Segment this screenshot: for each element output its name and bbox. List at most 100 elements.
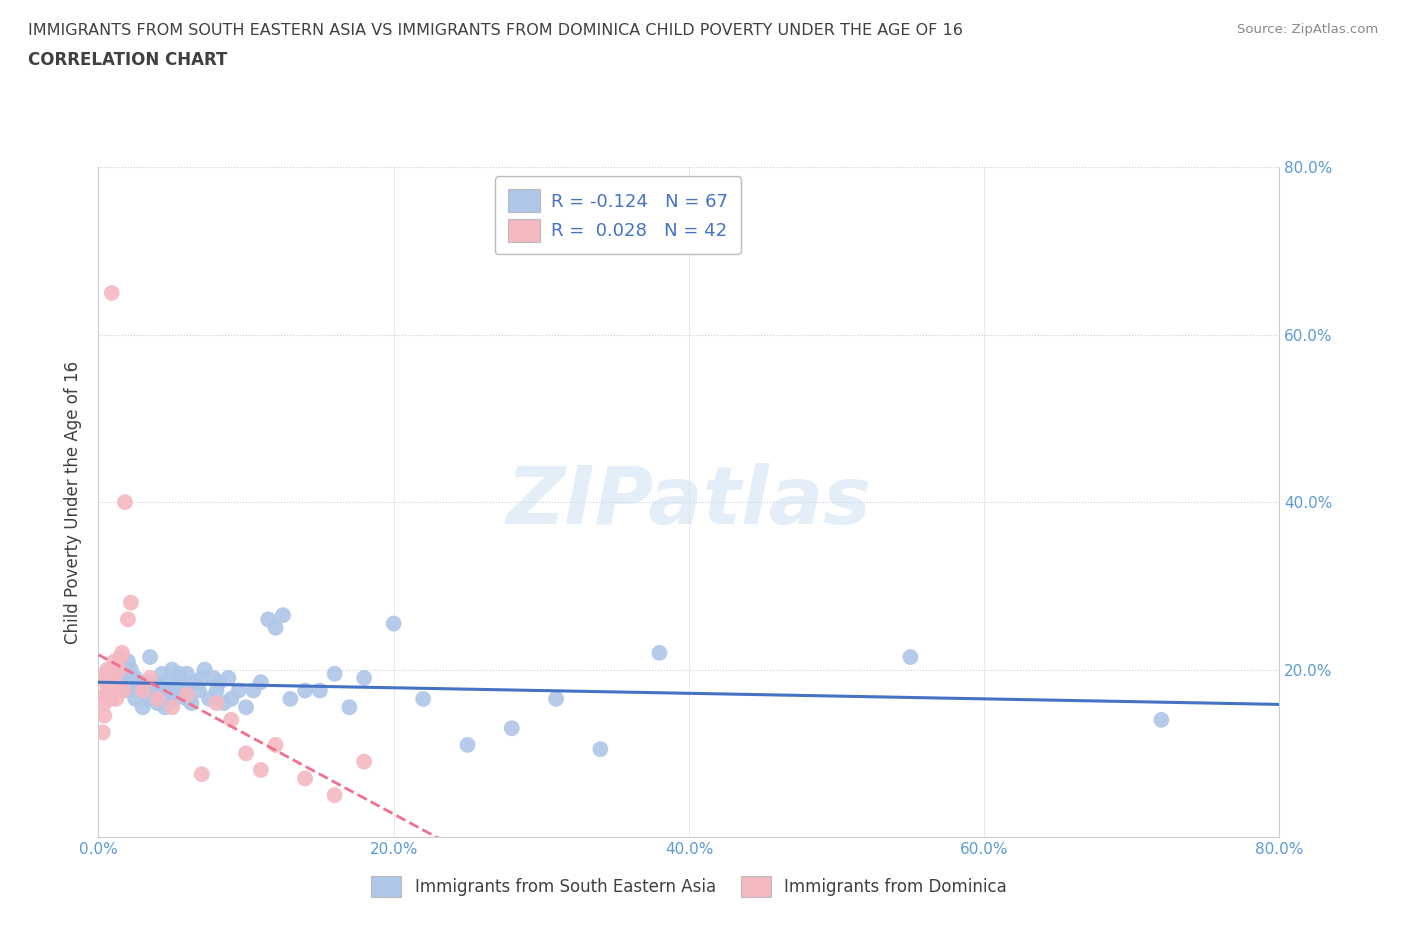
Point	[264, 620, 287, 635]
Point	[353, 671, 375, 685]
Point	[135, 675, 157, 690]
Point	[217, 671, 239, 685]
Point	[294, 771, 316, 786]
Point	[120, 595, 142, 610]
Point	[103, 684, 125, 698]
Point	[323, 667, 346, 682]
Point	[242, 684, 264, 698]
Point	[162, 700, 183, 715]
Point	[257, 612, 280, 627]
Point	[202, 671, 225, 685]
Point	[271, 608, 294, 623]
Point	[156, 684, 179, 698]
Point	[132, 700, 155, 715]
Point	[149, 684, 172, 698]
Point	[105, 684, 128, 698]
Point	[250, 763, 273, 777]
Point	[191, 766, 214, 781]
Point	[94, 675, 117, 690]
Point	[124, 671, 146, 685]
Point	[100, 679, 122, 694]
Point	[180, 696, 202, 711]
Point	[96, 662, 118, 677]
Point	[139, 684, 162, 698]
Point	[94, 687, 117, 702]
Point	[501, 721, 523, 736]
Point	[294, 684, 316, 698]
Point	[136, 692, 159, 707]
Point	[114, 495, 136, 510]
Point	[103, 667, 125, 682]
Point	[235, 746, 257, 761]
Point	[205, 684, 228, 698]
Point	[105, 667, 128, 682]
Point	[194, 662, 217, 677]
Point	[183, 675, 205, 690]
Point	[176, 687, 198, 702]
Point	[120, 662, 142, 677]
Point	[120, 675, 142, 690]
Point	[546, 692, 568, 707]
Point	[96, 684, 118, 698]
Point	[143, 679, 166, 694]
Point	[132, 684, 155, 698]
Point	[124, 692, 146, 707]
Point	[107, 679, 129, 694]
Text: Source: ZipAtlas.com: Source: ZipAtlas.com	[1237, 23, 1378, 36]
Point	[205, 696, 228, 711]
Point	[132, 684, 155, 698]
Point	[176, 667, 198, 682]
Point	[111, 645, 134, 660]
Y-axis label: Child Poverty Under the Age of 16: Child Poverty Under the Age of 16	[65, 361, 83, 644]
Point	[187, 684, 209, 698]
Point	[97, 684, 120, 698]
Point	[128, 679, 150, 694]
Point	[139, 650, 162, 665]
Point	[323, 788, 346, 803]
Point	[98, 675, 121, 690]
Point	[112, 684, 135, 698]
Point	[139, 671, 162, 685]
Point	[235, 700, 257, 715]
Point	[162, 687, 183, 702]
Point	[219, 692, 242, 707]
Point	[117, 684, 139, 698]
Point	[165, 692, 187, 707]
Point	[98, 692, 121, 707]
Point	[228, 684, 250, 698]
Point	[191, 671, 214, 685]
Point	[117, 654, 139, 669]
Point	[339, 700, 360, 715]
Point	[97, 667, 120, 682]
Point	[153, 700, 176, 715]
Point	[456, 737, 478, 752]
Point	[91, 725, 114, 740]
Point	[219, 712, 242, 727]
Point	[648, 645, 671, 660]
Point	[212, 696, 235, 711]
Point	[162, 662, 183, 677]
Point	[93, 709, 115, 724]
Point	[169, 667, 191, 682]
Point	[104, 675, 127, 690]
Point	[412, 692, 434, 707]
Point	[250, 675, 273, 690]
Point	[169, 675, 191, 690]
Point	[157, 675, 180, 690]
Point	[114, 662, 136, 677]
Point	[278, 692, 302, 707]
Point	[146, 692, 169, 707]
Legend: Immigrants from South Eastern Asia, Immigrants from Dominica: Immigrants from South Eastern Asia, Immi…	[363, 868, 1015, 906]
Point	[146, 675, 169, 690]
Point	[146, 696, 169, 711]
Point	[150, 667, 173, 682]
Point	[110, 650, 132, 665]
Text: CORRELATION CHART: CORRELATION CHART	[28, 51, 228, 69]
Point	[117, 612, 139, 627]
Point	[309, 684, 332, 698]
Point	[103, 684, 125, 698]
Point	[104, 654, 127, 669]
Point	[173, 684, 195, 698]
Point	[110, 675, 132, 690]
Point	[94, 667, 117, 682]
